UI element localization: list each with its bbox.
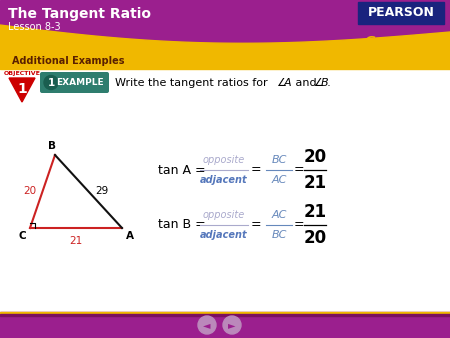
Text: tan A =: tan A =: [158, 164, 206, 176]
Text: 29: 29: [95, 186, 109, 195]
Text: 21: 21: [69, 236, 83, 246]
Text: B.: B.: [321, 78, 332, 88]
Text: and: and: [292, 78, 320, 88]
Text: =: =: [251, 218, 261, 232]
Text: 1: 1: [17, 82, 27, 96]
Bar: [0, 312, 450, 314]
Bar: [0, 52, 450, 69]
Text: opposite: opposite: [203, 155, 245, 165]
Text: tan B =: tan B =: [158, 218, 206, 232]
Text: BC: BC: [271, 155, 287, 165]
Text: The Tangent Ratio: The Tangent Ratio: [8, 7, 151, 21]
Text: ►: ►: [228, 320, 236, 330]
Text: Write the tangent ratios for: Write the tangent ratios for: [115, 78, 268, 88]
Text: 21: 21: [303, 203, 327, 221]
Text: ∠: ∠: [276, 78, 286, 88]
Text: =: =: [251, 164, 261, 176]
Text: Additional Examples: Additional Examples: [12, 56, 125, 66]
Text: 21: 21: [303, 174, 327, 192]
Text: AC: AC: [271, 210, 287, 220]
Text: Lesson 8-3: Lesson 8-3: [8, 22, 61, 32]
Circle shape: [223, 316, 241, 334]
Text: opposite: opposite: [203, 210, 245, 220]
Text: =: =: [294, 218, 304, 232]
Bar: [0, 314, 450, 315]
Text: A: A: [284, 78, 292, 88]
Text: 20: 20: [303, 148, 327, 166]
Text: C: C: [18, 231, 26, 241]
Circle shape: [44, 75, 58, 90]
FancyBboxPatch shape: [40, 72, 109, 93]
Text: PEARSON: PEARSON: [368, 6, 434, 20]
Text: A: A: [126, 231, 134, 241]
Text: 1: 1: [47, 77, 54, 88]
Text: 20: 20: [23, 187, 36, 196]
Text: B: B: [48, 141, 56, 151]
Text: ◄: ◄: [203, 320, 211, 330]
Text: ∠: ∠: [313, 78, 323, 88]
Circle shape: [198, 316, 216, 334]
Bar: [0, 312, 450, 338]
Text: BC: BC: [271, 230, 287, 240]
Text: 20: 20: [303, 229, 327, 247]
Text: Geometry: Geometry: [364, 35, 437, 48]
Text: OBJECTIVE: OBJECTIVE: [4, 71, 40, 76]
Text: adjacent: adjacent: [200, 230, 248, 240]
Text: adjacent: adjacent: [200, 175, 248, 185]
Bar: [358, 2, 444, 24]
Text: AC: AC: [271, 175, 287, 185]
Polygon shape: [9, 78, 35, 102]
Bar: [0, 0, 450, 52]
Text: =: =: [294, 164, 304, 176]
Text: EXAMPLE: EXAMPLE: [56, 78, 104, 87]
